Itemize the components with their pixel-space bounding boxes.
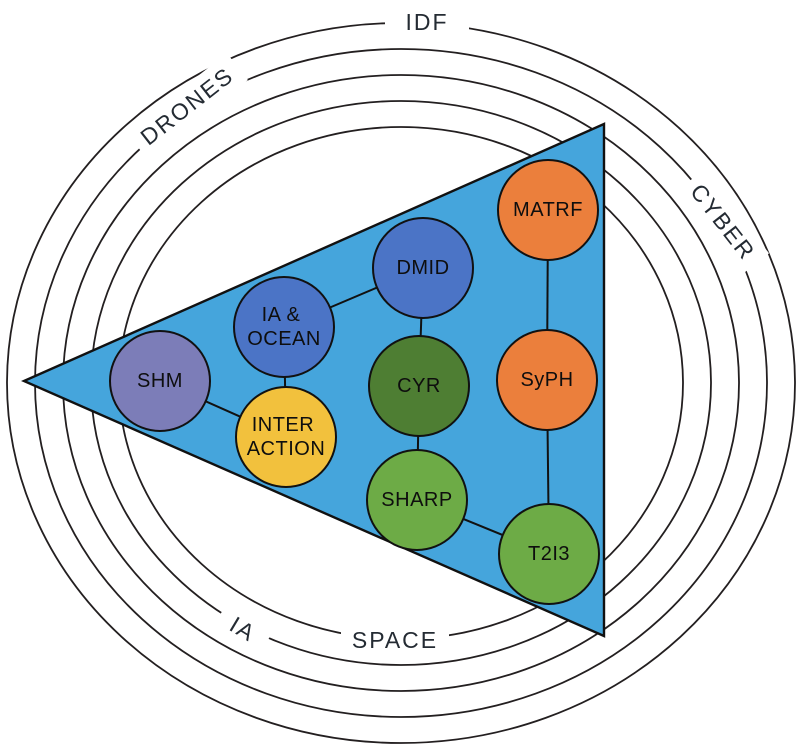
node-ia-ocean-circle: [233, 276, 335, 378]
node-matrf-circle: [497, 159, 599, 261]
label-mask: [676, 169, 770, 275]
node-shm-label: SHM: [137, 370, 183, 392]
node-dmid-label: DMID: [396, 257, 449, 279]
node-inter-action-label: INTER ACTION: [247, 414, 326, 460]
node-sharp-circle: [366, 449, 468, 551]
ring-label-space: SPACE: [352, 627, 438, 653]
ring-label-cyber: CYBER: [685, 179, 760, 265]
node-syph: SyPH: [496, 329, 598, 431]
label-mask: [126, 53, 248, 159]
node-dmid-circle: [372, 217, 474, 319]
label-mask: [385, 6, 469, 38]
node-shm: SHM: [109, 330, 211, 432]
node-syph-label: SyPH: [520, 369, 573, 391]
node-cyr: CYR: [368, 335, 470, 437]
ring-label-idf-group: IDF: [385, 6, 469, 38]
node-t2i3-label: T2I3: [528, 543, 570, 565]
ring-label-drones: DRONES: [135, 62, 238, 150]
ring-label-idf: IDF: [405, 9, 448, 35]
node-shm-circle: [109, 330, 211, 432]
node-ia-ocean: IA & OCEAN: [233, 276, 335, 378]
node-inter-action-line1: INTER: [252, 414, 315, 436]
node-t2i3-circle: [498, 503, 600, 605]
node-inter-action: INTER ACTION: [235, 386, 337, 488]
ring-label-space-group: SPACE: [341, 625, 449, 655]
ring-label-ia-group: IA: [212, 602, 274, 656]
node-ia-ocean-label: IA & OCEAN: [247, 304, 321, 350]
node-ia-ocean-line2: OCEAN: [247, 328, 321, 350]
node-t2i3: T2I3: [498, 503, 600, 605]
node-syph-circle: [496, 329, 598, 431]
label-mask: [212, 602, 274, 656]
node-inter-action-circle: [235, 386, 337, 488]
node-sharp: SHARP: [366, 449, 468, 551]
node-inter-action-line2: ACTION: [247, 438, 326, 460]
nodes: MATRF DMID IA & OCEAN SHM INTER: [109, 159, 600, 605]
node-sharp-label: SHARP: [381, 489, 452, 511]
ring-label-drones-group: DRONES: [126, 53, 248, 159]
label-mask: [341, 625, 449, 655]
node-cyr-label: CYR: [397, 375, 441, 397]
node-matrf: MATRF: [497, 159, 599, 261]
node-cyr-circle: [368, 335, 470, 437]
ring-label-cyber-group: CYBER: [676, 169, 770, 275]
node-ia-ocean-line1: IA &: [262, 304, 301, 326]
node-matrf-label: MATRF: [513, 199, 583, 221]
node-dmid: DMID: [372, 217, 474, 319]
